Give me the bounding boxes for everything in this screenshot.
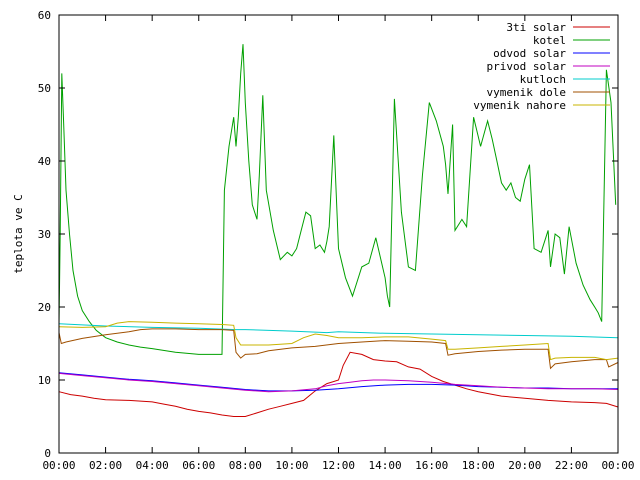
series-line-1 [58, 351, 619, 417]
x-tick-label-7: 14:00 [369, 459, 402, 472]
legend-label-7: vymenik nahore [473, 99, 566, 112]
x-tick-label-2: 04:00 [136, 459, 169, 472]
x-tick-label-0: 00:00 [42, 459, 75, 472]
series-line-7 [58, 321, 619, 361]
legend-label-4: privod solar [487, 60, 567, 73]
legend-label-6: vymenik dole [487, 86, 566, 99]
legend-label-2: kotel [533, 34, 566, 47]
series-line-4 [58, 372, 619, 393]
legend-label-3: odvod solar [493, 47, 566, 60]
x-tick-label-10: 20:00 [508, 459, 541, 472]
x-tick-label-1: 02:00 [89, 459, 122, 472]
series-line-6 [58, 328, 619, 370]
x-tick-label-3: 06:00 [182, 459, 215, 472]
y-tick-label-1: 10 [38, 374, 51, 387]
x-tick-label-11: 22:00 [555, 459, 588, 472]
x-tick-label-4: 08:00 [229, 459, 262, 472]
x-tick-label-9: 18:00 [462, 459, 495, 472]
series-line-2 [58, 44, 617, 355]
x-tick-label-6: 12:00 [322, 459, 355, 472]
y-tick-label-2: 20 [38, 301, 51, 314]
y-tick-label-3: 30 [38, 228, 51, 241]
x-tick-label-8: 16:00 [415, 459, 448, 472]
series-line-5 [58, 323, 619, 339]
y-tick-label-6: 60 [38, 9, 51, 22]
legend-label-5: kutloch [520, 73, 566, 86]
y-tick-label-5: 50 [38, 82, 51, 95]
x-tick-label-12: 00:00 [601, 459, 634, 472]
y-tick-label-0: 0 [44, 447, 51, 460]
y-tick-label-4: 40 [38, 155, 51, 168]
legend-label-1: 3ti solar [506, 21, 566, 34]
x-tick-label-5: 10:00 [275, 459, 308, 472]
y-axis-label: teplota ve C [12, 194, 25, 273]
series-layer [58, 44, 619, 417]
axes-layer: 00:00 02:00 04:00 06:00 08:00 10:00 12:00 14:00… [38, 9, 635, 472]
